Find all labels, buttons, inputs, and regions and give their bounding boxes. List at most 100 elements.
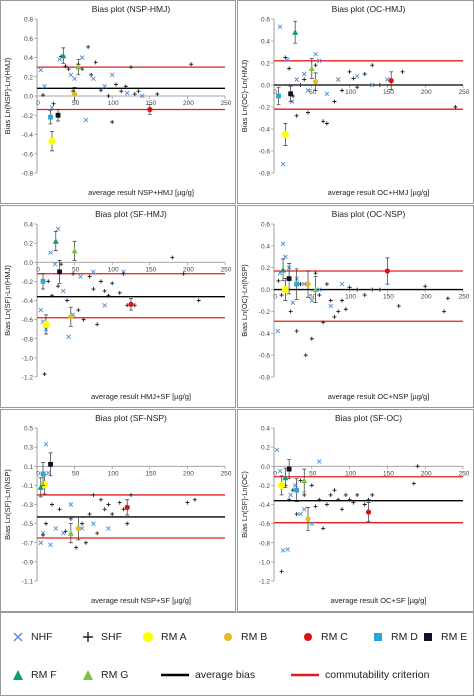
rm-d-point [276, 93, 281, 99]
nhf-point [339, 281, 345, 287]
shf-point [303, 353, 308, 358]
nhf-point [66, 334, 71, 340]
shf-point [321, 526, 326, 531]
rm-e-marker-icon [421, 631, 435, 643]
legend-label-rm-g: RM G [101, 669, 129, 681]
legend-label-rm-b: RM B [241, 631, 268, 643]
shf-point [294, 329, 299, 334]
x-tick-label: 50 [72, 266, 80, 273]
rm-g-point [308, 65, 315, 71]
average-bias-line-icon [161, 669, 189, 681]
nhf-point [91, 76, 96, 81]
shf-point [313, 504, 318, 509]
legend-item-rm-c: RM C [301, 631, 348, 643]
shf-point [117, 500, 122, 505]
shf-point [87, 274, 92, 279]
rm-e-point [286, 276, 292, 282]
shf-point [351, 76, 356, 81]
rm-c-point [384, 268, 390, 274]
y-tick-label: -1.0 [22, 355, 34, 362]
legend-item-shf: SHF [81, 631, 122, 643]
x-tick-label: 250 [459, 294, 470, 301]
rm-f-point [60, 52, 67, 59]
shf-point [106, 94, 111, 98]
chart-panel-sf-hmj: Bias plot (SF-HMJ) Bias Ln(SF)-Ln(HMJ) ave… [0, 205, 236, 408]
y-tick-label: 0.4 [261, 426, 270, 433]
y-axis-label: Bias Ln(SF)-Ln(HMJ) [3, 265, 12, 336]
nhf-point [369, 82, 375, 88]
shf-point [68, 516, 73, 521]
x-axis-label: average result OC+HMJ [µg/g] [328, 188, 430, 197]
nhf-point [45, 470, 51, 476]
shf-point [155, 92, 160, 97]
shf-point [279, 293, 284, 298]
legend-item-rm-f: RM F [11, 669, 57, 681]
shf-point [98, 497, 103, 502]
shf-point [102, 288, 107, 293]
y-tick-label: -0.1 [22, 483, 34, 490]
x-tick-label: 250 [221, 470, 232, 477]
shf-point [86, 44, 91, 49]
shf-point [324, 502, 329, 507]
shf-point [132, 303, 137, 308]
nhf-point [309, 298, 315, 303]
y-tick-label: -0.7 [22, 540, 34, 547]
shf-point [189, 62, 194, 67]
legend-label-rm-a: RM A [161, 631, 187, 643]
x-tick-label: 250 [459, 89, 470, 96]
legend-item-rm-g: RM G [81, 669, 128, 681]
shf-point [181, 271, 186, 276]
rm-b-point [75, 525, 81, 532]
shf-point [328, 298, 333, 303]
shf-point [106, 293, 111, 298]
y-tick-label: 0.0 [261, 83, 270, 90]
x-tick-label: 100 [108, 266, 119, 273]
shf-point [287, 66, 292, 71]
y-tick-label: 0.1 [24, 464, 33, 471]
shf-point [347, 285, 352, 290]
shf-point [332, 314, 337, 319]
shf-point [123, 84, 128, 89]
shf-point [41, 93, 46, 98]
y-tick-label: 0.5 [24, 426, 33, 433]
shf-point [347, 497, 352, 502]
shf-point [196, 298, 201, 303]
y-tick-label: 0.2 [261, 445, 270, 452]
nhf-point [48, 250, 53, 256]
x-tick-label: 200 [421, 89, 432, 96]
shf-point [129, 65, 133, 70]
x-tick-label: 250 [221, 100, 232, 107]
legend-label-average-bias: average bias [195, 669, 256, 681]
x-axis-label: average result NSP+HMJ [µg/g] [88, 188, 194, 197]
shf-point [276, 278, 281, 283]
y-axis-label: Bias Ln(OC)-Ln(HMJ) [240, 59, 249, 132]
rm-d-point [48, 114, 53, 120]
shf-point [396, 303, 401, 308]
y-tick-label: 0.4 [261, 243, 270, 250]
x-tick-label: 200 [183, 100, 194, 107]
shf-point [129, 492, 133, 497]
shf-point [46, 279, 51, 284]
nhf-point [277, 24, 283, 30]
rm-a-marker-icon [141, 631, 155, 643]
x-axis-label: average result OC+NSP [µg/g] [328, 392, 430, 401]
y-tick-label: -0.4 [259, 331, 271, 338]
shf-point [279, 569, 284, 574]
nhf-point [102, 302, 107, 308]
chart-title: Bias plot (NSP-HMJ) [92, 4, 171, 14]
shf-point [121, 507, 126, 512]
rm-b-point [68, 314, 74, 320]
shf-point [66, 67, 71, 72]
shf-point [83, 540, 88, 545]
chart-title: Bias plot (SF-NSP) [95, 413, 167, 423]
nhf-point [38, 307, 44, 313]
rm-e-point [57, 269, 62, 275]
rm-g-marker-icon [81, 669, 95, 681]
rm-b-point [305, 516, 311, 522]
nhf-point [301, 71, 307, 77]
shf-point [445, 296, 450, 301]
shf-point [355, 85, 360, 90]
shf-point [309, 483, 314, 488]
x-tick-label: 200 [421, 470, 432, 477]
nhf-point [288, 492, 293, 498]
